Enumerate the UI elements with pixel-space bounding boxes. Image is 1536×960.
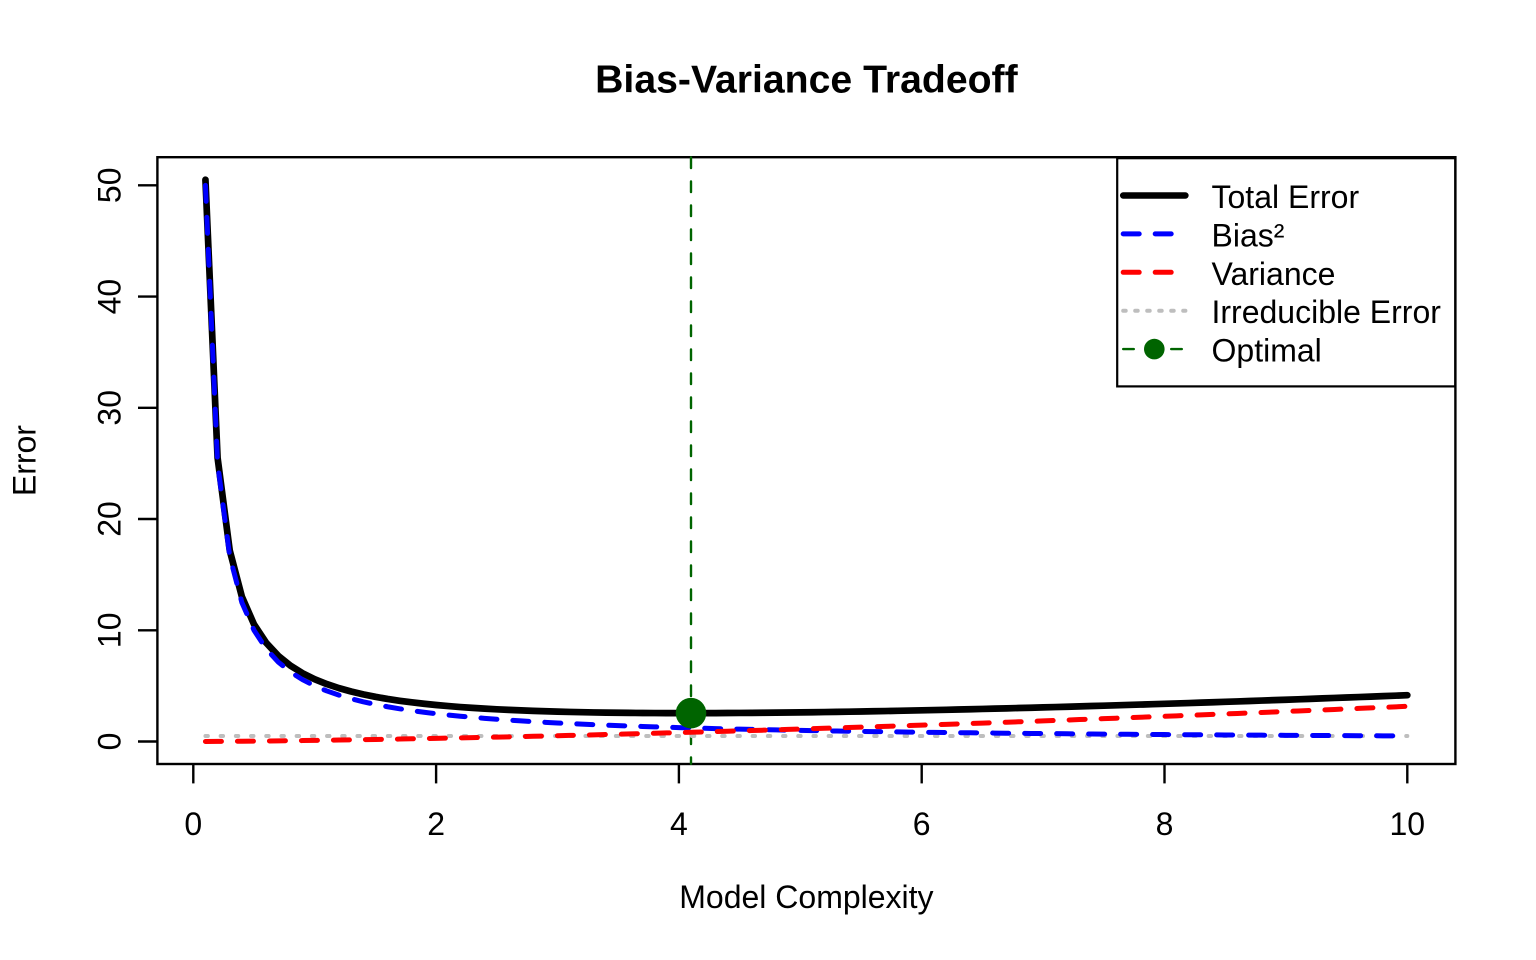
- svg-text:Model Complexity: Model Complexity: [679, 879, 933, 915]
- svg-text:Error: Error: [6, 425, 42, 496]
- svg-text:30: 30: [92, 390, 128, 426]
- svg-text:0: 0: [92, 733, 128, 751]
- svg-text:0: 0: [184, 806, 202, 842]
- svg-text:40: 40: [92, 279, 128, 315]
- svg-text:50: 50: [92, 168, 128, 204]
- svg-text:Optimal: Optimal: [1212, 333, 1322, 369]
- svg-text:10: 10: [1390, 806, 1426, 842]
- svg-text:8: 8: [1156, 806, 1174, 842]
- svg-text:4: 4: [670, 806, 688, 842]
- svg-text:Total Error: Total Error: [1212, 179, 1360, 215]
- svg-text:Irreducible Error: Irreducible Error: [1212, 294, 1442, 330]
- svg-text:2: 2: [427, 806, 445, 842]
- svg-text:6: 6: [913, 806, 931, 842]
- svg-text:20: 20: [92, 501, 128, 537]
- svg-text:Bias-Variance Tradeoff: Bias-Variance Tradeoff: [595, 59, 1018, 102]
- svg-text:Bias²: Bias²: [1212, 217, 1285, 253]
- svg-text:10: 10: [92, 613, 128, 649]
- svg-text:Variance: Variance: [1212, 256, 1336, 292]
